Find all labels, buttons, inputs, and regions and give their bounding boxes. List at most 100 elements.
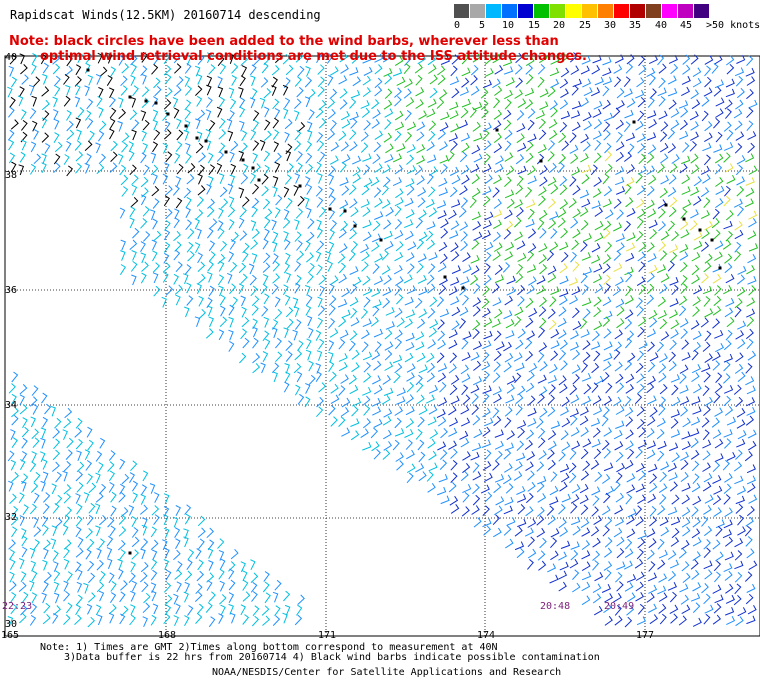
wind-barb (569, 449, 577, 460)
wind-barb (142, 616, 148, 628)
wind-barb (362, 318, 372, 328)
wind-barb (528, 276, 537, 286)
wind-barb (704, 132, 713, 143)
wind-barb (690, 121, 699, 131)
wind-barb (176, 129, 184, 141)
wind-barb (385, 321, 395, 330)
wind-barb (382, 286, 392, 296)
wind-barb (349, 198, 358, 209)
wind-barb (30, 482, 39, 493)
wind-barb (637, 603, 645, 615)
wind-barb (119, 483, 126, 495)
wind-barb (625, 197, 634, 208)
wind-barb (329, 119, 337, 131)
contamination-dot (682, 217, 686, 221)
wind-barb (517, 328, 526, 339)
wind-barb (426, 141, 435, 152)
wind-barb (121, 141, 129, 153)
wind-barb (306, 130, 313, 141)
wind-barb (139, 571, 148, 583)
wind-barb (492, 460, 500, 471)
wind-barb (349, 98, 357, 109)
wind-barb (415, 217, 424, 229)
wind-barb (163, 241, 171, 253)
wind-barb (95, 604, 102, 616)
wind-barb (526, 264, 537, 273)
wind-barb (174, 569, 183, 580)
wind-barb (196, 603, 204, 615)
wind-barb (426, 471, 434, 482)
wind-barb (591, 438, 601, 448)
wind-barb (526, 451, 536, 461)
wind-barb (667, 220, 676, 232)
wind-barb (260, 77, 269, 88)
wind-barb (711, 63, 719, 74)
wind-barb (659, 142, 669, 153)
wind-barb (327, 129, 336, 141)
lon-label: 168 (158, 630, 177, 641)
wind-barb (384, 154, 394, 163)
wind-barb (549, 100, 558, 111)
wind-barb (362, 386, 372, 396)
wind-barb (667, 462, 677, 472)
wind-barb (682, 417, 691, 428)
wind-barb (637, 350, 645, 362)
wind-barb (637, 326, 645, 338)
wind-barb (29, 503, 38, 515)
wind-barb (371, 350, 381, 361)
wind-barb (482, 518, 492, 528)
wind-barb (274, 308, 283, 320)
wind-barb (538, 342, 548, 353)
wind-barb (31, 428, 40, 439)
wind-barb (649, 74, 656, 86)
wind-barb (75, 515, 83, 527)
wind-barb (570, 153, 579, 164)
wind-barb (9, 96, 16, 108)
wind-barb (517, 284, 525, 296)
wind-barb (40, 451, 46, 463)
wind-barb (437, 210, 447, 219)
wind-barb (495, 450, 503, 462)
wind-barb (384, 361, 394, 371)
wind-barb (149, 209, 156, 220)
wind-barb (516, 263, 524, 275)
wind-barb (517, 427, 526, 439)
wind-barb (525, 56, 535, 67)
wind-barb (535, 110, 545, 120)
wind-barb (591, 362, 600, 374)
wind-barb (75, 561, 82, 573)
wind-barb (318, 151, 326, 163)
wind-barb (469, 107, 477, 118)
wind-barb (448, 339, 458, 349)
wind-barb (646, 427, 655, 438)
wind-barb (436, 296, 445, 307)
wind-barb (700, 241, 710, 252)
wind-barb (715, 551, 724, 562)
wind-barb (550, 228, 558, 239)
wind-barb (680, 107, 689, 118)
wind-barb (660, 331, 670, 341)
wind-barb (41, 392, 48, 404)
wind-barb (660, 121, 669, 132)
wind-barb (360, 100, 370, 109)
wind-barb (439, 122, 449, 132)
wind-barb (613, 592, 622, 603)
wind-barb (42, 581, 49, 593)
wind-barb (449, 230, 459, 239)
wind-barb (681, 482, 691, 492)
wind-barb (646, 272, 655, 283)
wind-barb (723, 563, 733, 573)
wind-barb (151, 239, 158, 251)
wind-barb (702, 341, 711, 352)
wind-barb (250, 220, 257, 231)
wind-barb (307, 262, 315, 274)
wind-barb (734, 120, 743, 131)
wind-barb (604, 593, 613, 603)
wind-barb (581, 581, 591, 592)
wind-barb (715, 185, 725, 195)
wind-barb (428, 450, 437, 461)
wind-barb (327, 260, 333, 272)
wind-barb (636, 218, 644, 229)
wind-barb (493, 361, 501, 372)
wind-barb (406, 165, 416, 175)
